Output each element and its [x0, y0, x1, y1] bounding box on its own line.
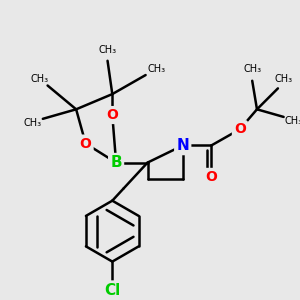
Text: N: N [176, 138, 189, 153]
Text: O: O [206, 170, 217, 184]
Text: Cl: Cl [104, 283, 120, 298]
Text: CH₃: CH₃ [274, 74, 293, 84]
Text: CH₃: CH₃ [243, 64, 261, 74]
Text: CH₃: CH₃ [147, 64, 165, 74]
Text: CH₃: CH₃ [284, 116, 300, 126]
Text: CH₃: CH₃ [23, 118, 41, 128]
Text: O: O [80, 136, 92, 151]
Text: B: B [110, 155, 122, 170]
Text: CH₃: CH₃ [98, 45, 117, 55]
Text: O: O [234, 122, 246, 136]
Text: CH₃: CH₃ [31, 74, 49, 84]
Text: O: O [106, 108, 118, 122]
